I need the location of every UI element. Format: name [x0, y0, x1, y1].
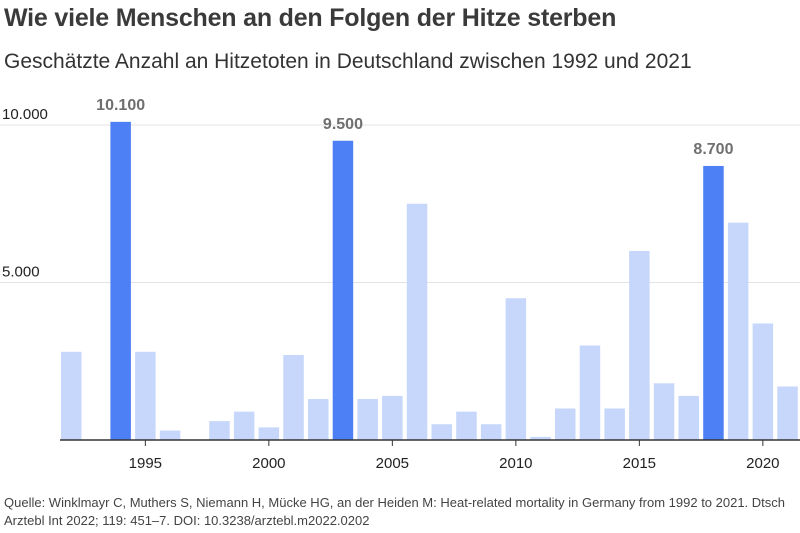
x-tick-label: 2020	[746, 455, 779, 472]
bar-2011	[530, 436, 551, 440]
bar-1995	[135, 351, 156, 440]
bar-2016	[653, 383, 675, 440]
bar-2007	[431, 424, 452, 440]
source-note: Quelle: Winklmayr C, Muthers S, Niemann …	[4, 495, 786, 528]
data-label-2018: 8.700	[693, 141, 733, 158]
bar-1999	[233, 411, 255, 440]
bar-2020	[752, 323, 774, 440]
bar-1992	[61, 351, 82, 440]
bar-1994	[110, 121, 131, 440]
bar-2014	[604, 408, 625, 440]
y-tick-label: 5.000	[2, 264, 40, 281]
bar-2008	[456, 411, 477, 440]
bar-2018	[703, 165, 724, 440]
bar-2006	[406, 203, 428, 440]
bar-2017	[678, 395, 699, 440]
chart-subtitle: Geschätzte Anzahl an Hitzetoten in Deuts…	[4, 50, 692, 73]
x-tick-label: 2000	[252, 455, 285, 472]
bar-2010	[505, 298, 527, 440]
bar-2015	[629, 251, 650, 440]
x-tick-label: 2005	[376, 455, 409, 472]
bar-2003	[332, 140, 354, 440]
bar-2002	[308, 399, 329, 440]
data-label-1994: 10.100	[96, 97, 145, 114]
bar-1998	[209, 421, 230, 440]
x-tick-label: 1995	[129, 455, 162, 472]
bar-2005	[382, 395, 403, 440]
x-tick-label: 2010	[499, 455, 532, 472]
y-tick-label: 10.000	[2, 106, 48, 123]
bar-2021	[777, 386, 798, 440]
x-tick-label: 2015	[623, 455, 656, 472]
bar-2013	[579, 345, 601, 440]
bar-2001	[283, 354, 304, 440]
bar-2019	[727, 222, 749, 440]
bar-chart: 5.000 10.000 10.100 9.500 8.700 1995 2000 2005 2…	[0, 97, 800, 472]
bar-2000	[258, 427, 280, 440]
bar-2004	[357, 399, 378, 440]
chart-title: Wie viele Menschen an den Folgen der Hit…	[4, 4, 617, 32]
bar-2012	[555, 408, 576, 440]
bar-2009	[480, 424, 502, 440]
data-label-2003: 9.500	[323, 116, 363, 133]
bar-1996	[159, 430, 181, 440]
